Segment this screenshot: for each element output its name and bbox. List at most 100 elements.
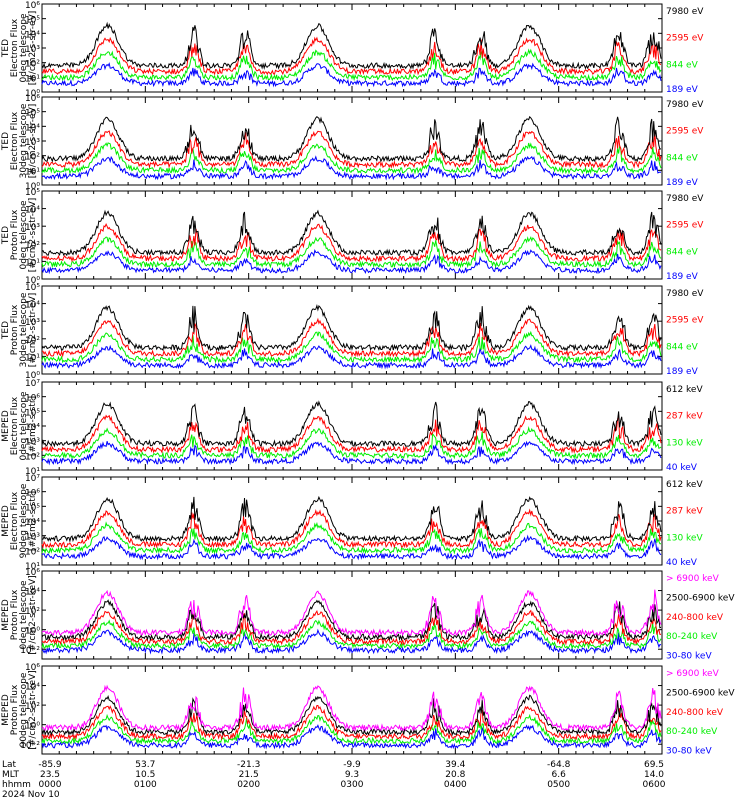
series-trace xyxy=(41,495,662,543)
y-tick-label: 10⁴ xyxy=(25,123,40,133)
y-tick-label: 10⁰ xyxy=(25,182,40,192)
series-trace xyxy=(41,724,662,750)
y-tick-label: 10⁶ xyxy=(25,394,40,404)
series-trace xyxy=(41,521,661,555)
y-axis-label-line: [#/cm2-s-str-keV] xyxy=(28,575,38,654)
footer-mlt: 21.5 xyxy=(239,770,259,780)
series-trace xyxy=(41,304,662,352)
series-trace xyxy=(41,48,662,82)
y-axis-label-line: 0deg telescope xyxy=(19,200,29,270)
legend-entry: 80-240 keV xyxy=(666,727,718,737)
y-tick-label: 10⁰ xyxy=(25,276,40,286)
series-trace xyxy=(41,209,662,257)
y-axis-label: TED Proton Flux 30deg telescope [#/cm2-s-st… xyxy=(1,292,38,367)
y-tick-label: 10¹ xyxy=(25,258,40,268)
series-trace xyxy=(41,414,662,454)
series-trace xyxy=(41,400,662,448)
series-trace xyxy=(41,426,662,460)
footer-mlt: 23.5 xyxy=(40,770,60,780)
legend-entry: 287 keV xyxy=(666,412,703,422)
legend-entry: > 6900 keV xyxy=(666,669,720,679)
series-trace xyxy=(41,619,662,651)
y-tick-label: 10² xyxy=(25,60,40,70)
legend-entry: 80-240 keV xyxy=(666,632,718,642)
series-trace xyxy=(41,130,662,169)
y-tick-label: 10⁰ xyxy=(25,371,40,381)
panel-frame xyxy=(41,476,663,566)
legend-entry: 189 eV xyxy=(666,367,699,377)
y-axis-label-line: TED xyxy=(1,132,11,151)
y-axis-label-line: [#/cm2-s-str-eV] xyxy=(28,11,38,86)
legend-entry: 287 keV xyxy=(666,507,703,517)
legend-entry: 130 keV xyxy=(666,533,703,543)
y-tick-label: 10⁴ xyxy=(25,30,40,40)
footer-hhmm: 0100 xyxy=(134,780,157,790)
y-tick-label: 10⁴ xyxy=(25,423,40,433)
footer-mlt: 9.3 xyxy=(345,770,359,780)
y-tick-label: 10² xyxy=(25,336,40,346)
footer-row-label: hhmm xyxy=(2,780,31,790)
y-axis-label-line: [#/cm2-s-str-keV] xyxy=(28,670,38,749)
y-axis-label-line: 30deg telescope xyxy=(19,292,29,367)
footer-lat: -9.9 xyxy=(343,760,361,770)
y-tick-label: 10² xyxy=(25,241,40,251)
series-trace xyxy=(42,317,662,358)
legend-entry: 844 eV xyxy=(666,60,699,70)
y-tick-label: 10¹ xyxy=(25,167,40,177)
y-axis-label-line: [#/cm2-s-str-eV] xyxy=(28,198,38,273)
footer-mlt: 20.8 xyxy=(445,770,465,780)
y-tick-label: 10⁵ xyxy=(25,109,40,119)
y-tick-label: 10⁴ xyxy=(25,683,40,693)
series-trace xyxy=(41,508,662,549)
series-trace xyxy=(41,705,662,741)
legend-entry: 40 keV xyxy=(666,558,698,568)
footer-lat: 39.4 xyxy=(445,760,465,770)
footer-lat: 69.5 xyxy=(644,760,664,770)
panel-frame xyxy=(41,190,663,280)
y-axis-label-line: Proton Flux xyxy=(10,209,20,260)
series-trace xyxy=(41,155,662,181)
series-trace xyxy=(41,236,662,269)
y-axis-label: TED Electron Flux 30deg telescope [#/cm2-s-… xyxy=(1,103,38,178)
legend-entry: 2595 eV xyxy=(666,127,704,137)
series-trace xyxy=(41,222,662,263)
y-tick-label: 10⁶ xyxy=(25,568,40,578)
series-trace xyxy=(41,36,662,76)
legend-entry: 2500-6900 keV xyxy=(666,593,735,603)
series-trace xyxy=(41,330,662,364)
y-axis-label-line: 90deg telescope xyxy=(19,672,29,747)
footer-lat: 53.7 xyxy=(135,760,155,770)
series-trace xyxy=(41,115,662,163)
legend-entry: 844 eV xyxy=(666,247,699,257)
y-tick-label: 10¹ xyxy=(25,467,40,477)
footer-mlt: 6.6 xyxy=(552,770,567,780)
series-trace xyxy=(41,684,662,732)
y-axis-label: MEPED Proton Flux 90deg telescope [#/cm2-s-… xyxy=(1,670,38,749)
legend-entry: 240-800 keV xyxy=(666,708,724,718)
legend-entry: 612 keV xyxy=(666,480,703,490)
y-axis-label: MEPED Electron Flux 90deg telescope [#/cm2-… xyxy=(1,483,38,558)
y-axis-label-line: MEPED xyxy=(1,505,11,537)
legend-entry: 2595 eV xyxy=(666,221,704,231)
y-axis-label-line: TED xyxy=(1,39,11,58)
y-axis-label-line: Electron Flux xyxy=(10,111,20,170)
footer-row-label: Lat xyxy=(2,760,17,770)
y-tick-label: 10⁵ xyxy=(25,503,40,513)
legend-entry: 189 eV xyxy=(666,178,699,188)
footer-hhmm: 0300 xyxy=(341,780,364,790)
y-tick-label: 10² xyxy=(25,702,40,712)
legend-entry: 7980 eV xyxy=(666,100,704,110)
y-tick-label: 10⁶ xyxy=(25,1,40,11)
legend-entry: 2595 eV xyxy=(666,316,704,326)
legend-entry: 40 keV xyxy=(666,463,698,473)
footer-lat: -85.9 xyxy=(38,760,62,770)
legend-entry: 240-800 keV xyxy=(666,613,724,623)
panel-5: 10¹ 10² 10³ 10⁴ 10⁵ 10⁶ 10⁷ MEPED Electron Flux 0… xyxy=(1,379,703,477)
series-trace xyxy=(41,21,662,70)
y-axis-label-line: Electron Flux xyxy=(10,491,20,550)
y-tick-label: 10³ xyxy=(25,318,40,328)
y-tick-label: 10³ xyxy=(25,45,40,55)
legend-entry: 2595 eV xyxy=(666,34,704,44)
